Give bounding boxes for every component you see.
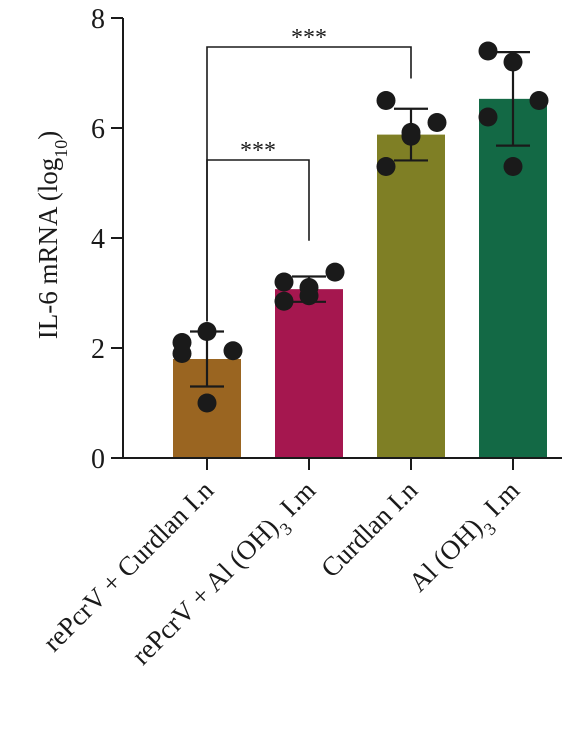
significance-bracket-2 <box>206 46 412 322</box>
data-point-3-1 <box>376 91 396 110</box>
significance-label-1: *** <box>240 138 276 164</box>
data-point-3-5 <box>401 126 421 146</box>
y-axis-label: IL-6 mRNA (log10) <box>33 131 71 340</box>
data-point-4-4 <box>478 107 498 127</box>
bar-2 <box>275 289 343 458</box>
x-tick-label-2: rePcrV + Al (OH)3 I.m <box>126 475 327 676</box>
y-tick-label-2: 2 <box>91 334 105 365</box>
y-tick-label-6: 6 <box>91 114 105 145</box>
data-point-1-2 <box>197 322 217 341</box>
y-tick-label-0: 0 <box>91 444 105 475</box>
bar-4 <box>479 98 547 458</box>
data-point-4-5 <box>503 157 523 176</box>
data-point-2-3 <box>325 262 345 282</box>
y-tick-label-4: 4 <box>91 224 105 255</box>
data-point-1-5 <box>197 393 217 413</box>
x-tick-label-3: Curdlan I.n <box>315 475 424 584</box>
data-point-1-4 <box>172 344 192 363</box>
data-point-4-3 <box>529 91 549 110</box>
data-point-3-4 <box>376 157 396 176</box>
bar-3 <box>377 134 445 458</box>
data-point-2-4 <box>274 291 294 311</box>
data-point-2-1 <box>274 272 294 292</box>
x-tick-label-1: rePcrV + Curdlan I.n <box>37 475 220 658</box>
data-point-2-5 <box>299 286 319 306</box>
data-point-1-3 <box>223 341 243 361</box>
significance-label-2: *** <box>291 25 327 51</box>
x-tick-label-4: Al (OH)3 I.m <box>403 475 531 603</box>
y-tick-label-8: 8 <box>91 4 105 35</box>
data-point-4-2 <box>503 52 523 72</box>
data-point-3-3 <box>427 113 447 132</box>
data-point-4-1 <box>478 41 498 61</box>
